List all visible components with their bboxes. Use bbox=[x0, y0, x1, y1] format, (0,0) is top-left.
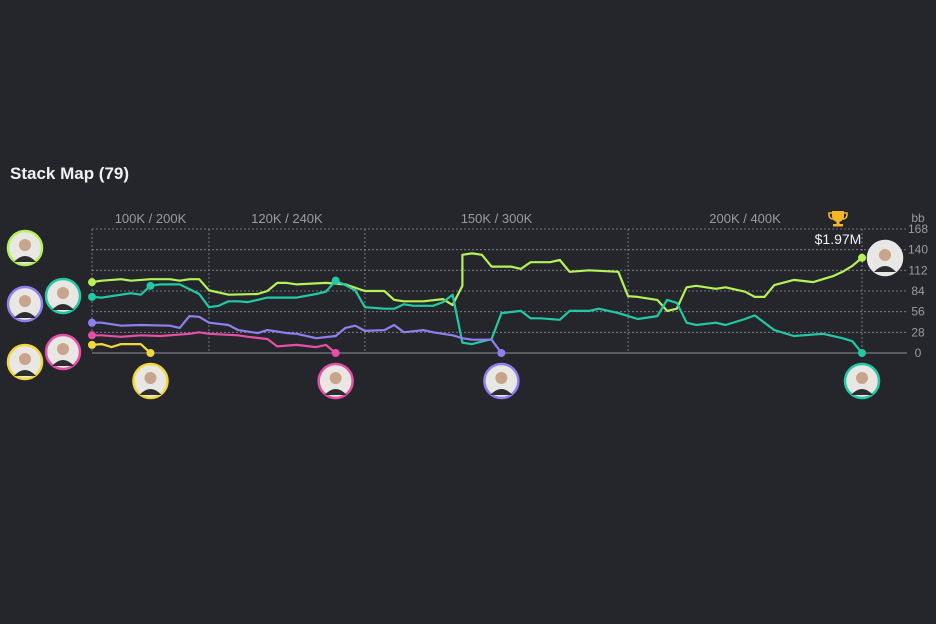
start-dot-pink bbox=[88, 331, 96, 340]
avatar-face bbox=[19, 353, 31, 365]
avatars bbox=[6, 229, 904, 400]
y-tick-label: 0 bbox=[915, 346, 922, 360]
prize-amount: $1.97M bbox=[815, 231, 862, 247]
marker-dot-teal bbox=[146, 281, 155, 290]
end-dot-yellow bbox=[146, 349, 155, 357]
avatar-shoulders bbox=[490, 389, 513, 395]
player-avatar-lime bbox=[6, 229, 44, 267]
avatar-face bbox=[879, 249, 891, 261]
player-avatar-teal bbox=[44, 277, 82, 315]
avatar-face bbox=[19, 239, 31, 251]
end-dot-teal bbox=[858, 349, 866, 357]
avatar-face bbox=[57, 287, 69, 299]
level-label: 200K / 400K bbox=[709, 211, 781, 226]
y-tick-label: 112 bbox=[908, 263, 927, 277]
avatar-shoulders bbox=[14, 370, 36, 376]
start-dot-yellow bbox=[88, 340, 96, 349]
avatar-face bbox=[144, 372, 157, 384]
series-line-purple bbox=[92, 315, 503, 354]
marker-dot-teal bbox=[331, 276, 340, 285]
end-dot-purple bbox=[497, 349, 506, 357]
y-tick-label: 28 bbox=[911, 325, 925, 339]
eliminated-avatar-teal bbox=[843, 362, 881, 400]
level-label: 100K / 200K bbox=[115, 211, 187, 226]
chart-title: Stack Map (79) bbox=[10, 164, 130, 183]
avatar-face bbox=[57, 343, 69, 355]
y-tick-label: 56 bbox=[911, 305, 925, 319]
avatar-face bbox=[856, 372, 868, 384]
player-avatar-purple bbox=[6, 285, 44, 323]
y-tick-label: 168 bbox=[908, 222, 928, 236]
level-labels: 100K / 200K 120K / 240K 150K / 300K 200K / … bbox=[115, 211, 781, 226]
avatar-shoulders bbox=[139, 389, 162, 395]
avatar-shoulders bbox=[52, 360, 74, 366]
level-label: 150K / 300K bbox=[461, 211, 533, 226]
eliminated-avatar-pink bbox=[317, 362, 354, 400]
avatar-shoulders bbox=[52, 304, 74, 310]
series-line-teal bbox=[91, 279, 863, 354]
avatar-face bbox=[19, 295, 31, 307]
y-tick-label: 84 bbox=[911, 284, 925, 298]
player-avatar-yellow bbox=[6, 343, 44, 381]
avatar-shoulders bbox=[14, 312, 36, 318]
series-line-pink bbox=[92, 331, 337, 354]
series-lines bbox=[88, 252, 866, 357]
eliminated-avatar-yellow bbox=[132, 362, 169, 400]
y-axis-label: bb bbox=[911, 211, 925, 225]
level-label: 120K / 240K bbox=[251, 211, 323, 226]
winner-avatar bbox=[866, 239, 904, 277]
start-dot-purple bbox=[88, 318, 96, 327]
end-dot-lime bbox=[858, 253, 866, 262]
avatar-face bbox=[495, 372, 508, 384]
avatar-face bbox=[329, 372, 342, 384]
avatar-shoulders bbox=[851, 389, 873, 395]
y-tick-label: 140 bbox=[908, 243, 928, 257]
trophy-icon bbox=[828, 211, 848, 227]
player-avatar-pink bbox=[44, 333, 82, 371]
avatar-shoulders bbox=[14, 256, 36, 262]
start-dot-teal bbox=[88, 292, 96, 301]
eliminated-avatar-purple bbox=[483, 362, 520, 400]
start-dot-lime bbox=[88, 278, 96, 287]
avatar-shoulders bbox=[874, 266, 896, 272]
series-line-yellow bbox=[91, 343, 152, 354]
end-dot-pink bbox=[331, 349, 340, 357]
series-line-lime bbox=[91, 252, 863, 312]
avatar-shoulders bbox=[324, 389, 347, 395]
